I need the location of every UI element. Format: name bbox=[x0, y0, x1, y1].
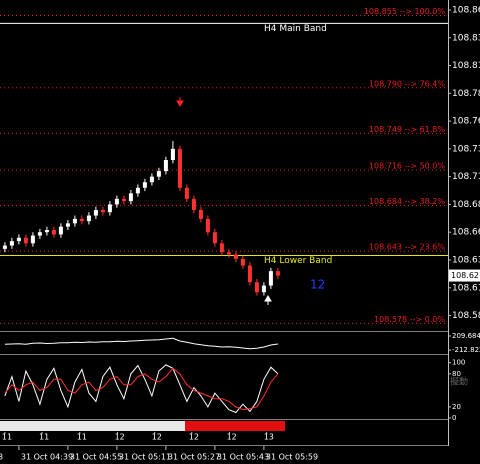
fib-label: 108.684 --> 38.2% bbox=[369, 197, 445, 206]
y-tick-label: 108.76 bbox=[452, 117, 480, 127]
candle-body bbox=[2, 245, 7, 249]
candle-body bbox=[58, 226, 63, 235]
candle-body bbox=[93, 210, 98, 216]
strip-tick-label: 13 bbox=[264, 433, 274, 442]
candle-body bbox=[191, 198, 196, 210]
candle-body bbox=[212, 232, 217, 244]
strip-tick-label: 12 bbox=[152, 433, 162, 442]
y-tick-label: 108.835 bbox=[452, 33, 480, 43]
candle-body bbox=[149, 176, 154, 183]
candle-body bbox=[16, 237, 21, 242]
x-tick-label: 31 Oct 05:27 bbox=[168, 453, 220, 462]
strip-tick-label: 11 bbox=[39, 433, 49, 442]
candle-body bbox=[30, 235, 35, 244]
fib-label: 108.749 --> 61.8% bbox=[369, 125, 445, 134]
band-label: H4 Lower Band bbox=[264, 256, 332, 266]
candle-body bbox=[100, 210, 105, 213]
candle-body bbox=[170, 148, 175, 160]
strip-tick-label: 12 bbox=[227, 433, 237, 442]
y-tick-label: 108.71 bbox=[452, 172, 480, 182]
series-line bbox=[4, 337, 278, 350]
y-tick-label: 209.6843 bbox=[452, 332, 480, 340]
annotation: 擬動 bbox=[450, 377, 468, 388]
strip-tick-label: 11 bbox=[2, 433, 12, 442]
series-line bbox=[4, 367, 279, 411]
candle-body bbox=[9, 241, 14, 246]
candle-body bbox=[72, 218, 77, 224]
y-tick-label: 108.685 bbox=[452, 200, 480, 210]
candle-body bbox=[156, 171, 161, 177]
y-tick-label: -212.8221 bbox=[452, 346, 480, 354]
candle-body bbox=[107, 204, 112, 213]
candle-body bbox=[205, 218, 210, 233]
candle-body bbox=[44, 230, 49, 233]
buy-arrow bbox=[264, 295, 272, 305]
candle-body bbox=[135, 187, 140, 194]
candle-body bbox=[198, 210, 203, 219]
x-tick-label: 31 Oct 04:39 bbox=[21, 453, 73, 462]
y-tick-label: 108.86 bbox=[452, 6, 480, 16]
candle-body bbox=[254, 282, 259, 293]
candle-body bbox=[268, 271, 273, 286]
candle-body bbox=[79, 218, 84, 222]
sell-arrow bbox=[176, 97, 184, 107]
y-tick-label: 20 bbox=[452, 403, 461, 411]
y-tick-label: 108.61 bbox=[452, 283, 480, 293]
fib-label: 108.855 --> 100.0% bbox=[364, 7, 446, 16]
fib-label: 108.790 --> 76.4% bbox=[369, 79, 445, 88]
y-tick-label: 80 bbox=[452, 370, 461, 378]
candle-body bbox=[275, 271, 280, 276]
x-tick-label: 31 Oct 05:11 bbox=[119, 453, 171, 462]
annotation: 12 bbox=[310, 278, 325, 292]
candle-body bbox=[128, 193, 133, 202]
y-tick-label: 108.735 bbox=[452, 144, 480, 154]
x-tick-label: 31 Oct 05:43 bbox=[217, 453, 269, 462]
x-tick-label: 23 bbox=[0, 453, 3, 462]
y-tick-label: 108.81 bbox=[452, 61, 480, 71]
candle-body bbox=[261, 285, 266, 293]
price-box bbox=[449, 269, 480, 282]
x-tick-label: 31 Oct 05:59 bbox=[266, 453, 318, 462]
y-tick-label: 0 bbox=[452, 414, 456, 422]
y-tick-label: 108.785 bbox=[452, 89, 480, 99]
strip-tick-label: 12 bbox=[189, 433, 199, 442]
strip-tick-label: 11 bbox=[77, 433, 87, 442]
candle-body bbox=[226, 252, 231, 255]
strip-down bbox=[185, 421, 285, 431]
strip-up bbox=[0, 421, 185, 431]
band-label: H4 Main Band bbox=[264, 24, 327, 34]
candle-body bbox=[233, 254, 238, 259]
fib-label: 108.716 --> 50.0% bbox=[369, 162, 445, 171]
candle-body bbox=[65, 223, 70, 227]
candle-body bbox=[240, 258, 245, 266]
candle-body bbox=[177, 148, 182, 188]
price-box-label: 108.621 bbox=[451, 271, 480, 280]
candle-body bbox=[86, 215, 91, 222]
candle-body bbox=[23, 237, 28, 244]
series-line bbox=[4, 364, 279, 414]
candle-body bbox=[114, 198, 119, 205]
strip-tick-label: 12 bbox=[115, 433, 125, 442]
y-tick-label: 108.585 bbox=[452, 311, 480, 321]
candle-body bbox=[37, 232, 42, 236]
candle-body bbox=[247, 265, 252, 283]
candle-body bbox=[184, 187, 189, 199]
candle-body bbox=[121, 198, 126, 202]
y-tick-label: 108.66 bbox=[452, 228, 480, 238]
candle-body bbox=[142, 182, 147, 188]
candle-body bbox=[51, 230, 56, 235]
candle-body bbox=[219, 243, 224, 253]
y-tick-label: 108.635 bbox=[452, 256, 480, 266]
fib-label: 108.643 --> 23.6% bbox=[369, 243, 445, 252]
candle-body bbox=[163, 160, 168, 172]
fib-label: 108.578 --> 0.0% bbox=[374, 315, 445, 324]
y-tick-label: 100 bbox=[452, 359, 465, 367]
x-tick-label: 31 Oct 04:55 bbox=[70, 453, 122, 462]
